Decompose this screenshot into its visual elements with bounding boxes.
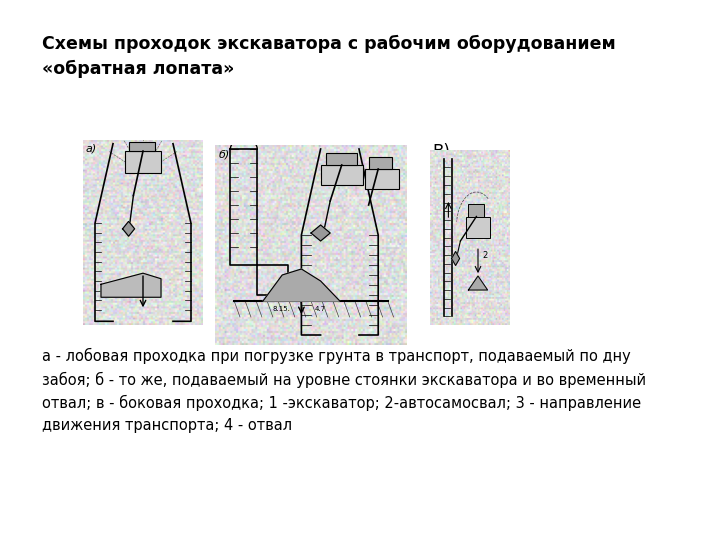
Polygon shape [101, 273, 161, 297]
Bar [369, 157, 392, 169]
Text: а): а) [86, 144, 96, 154]
Text: б): б) [219, 149, 230, 159]
Polygon shape [122, 221, 135, 236]
Text: 2: 2 [482, 252, 487, 260]
Text: 8.15.: 8.15. [273, 306, 290, 312]
Text: а - лобовая проходка при погрузке грунта в транспорт, подаваемый по дну
забоя; б: а - лобовая проходка при погрузке грунта… [42, 348, 646, 433]
Polygon shape [451, 252, 459, 266]
Polygon shape [263, 269, 340, 301]
Bar [320, 165, 363, 185]
Polygon shape [469, 276, 487, 290]
Bar [326, 153, 357, 165]
Bar [125, 151, 161, 173]
Text: Схемы проходок экскаватора с рабочим оборудованием
«обратная лопата»: Схемы проходок экскаватора с рабочим обо… [42, 35, 616, 78]
Bar [466, 217, 490, 238]
Text: 4.7: 4.7 [315, 306, 326, 312]
Polygon shape [311, 225, 330, 241]
Bar [365, 169, 400, 189]
Bar [129, 142, 155, 151]
Text: В): В) [432, 143, 450, 161]
Bar [469, 204, 485, 217]
